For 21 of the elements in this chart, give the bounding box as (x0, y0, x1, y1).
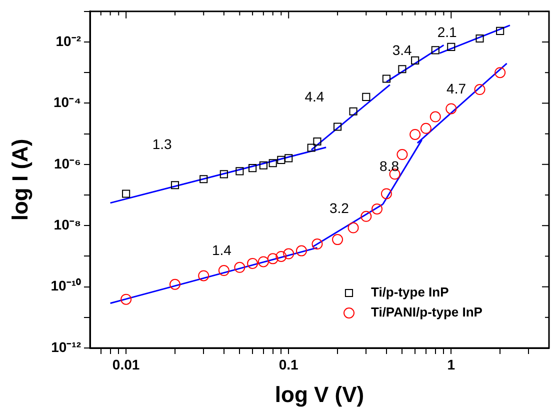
y-tick-label: 10⁻⁸ (54, 216, 81, 232)
annotation: 4.7 (446, 80, 466, 96)
x-tick-label: 0.1 (278, 356, 299, 372)
annotation: 4.4 (304, 88, 324, 104)
annotation: 1.3 (152, 136, 172, 152)
annotation: 3.2 (330, 200, 350, 216)
x-tick-label: 0.01 (112, 356, 140, 372)
annotation: 3.4 (392, 42, 412, 58)
annotation: 8.8 (380, 158, 400, 174)
y-axis-title: log I (A) (7, 138, 32, 221)
legend-label: Ti/PANI/p-type InP (371, 304, 483, 320)
y-tick-label: 10⁻⁶ (54, 155, 81, 172)
y-tick-label: 10⁻⁴ (54, 94, 82, 110)
y-tick-label: 10⁻¹² (51, 338, 82, 355)
y-tick-label: 10⁻² (56, 32, 82, 49)
x-tick-label: 1 (447, 356, 456, 372)
x-axis-title: log V (V) (274, 382, 364, 407)
legend-label: Ti/p-type InP (371, 284, 450, 300)
annotation: 2.1 (437, 24, 458, 40)
y-tick-label: 10⁻¹⁰ (50, 278, 81, 294)
annotation: 1.4 (212, 242, 232, 258)
